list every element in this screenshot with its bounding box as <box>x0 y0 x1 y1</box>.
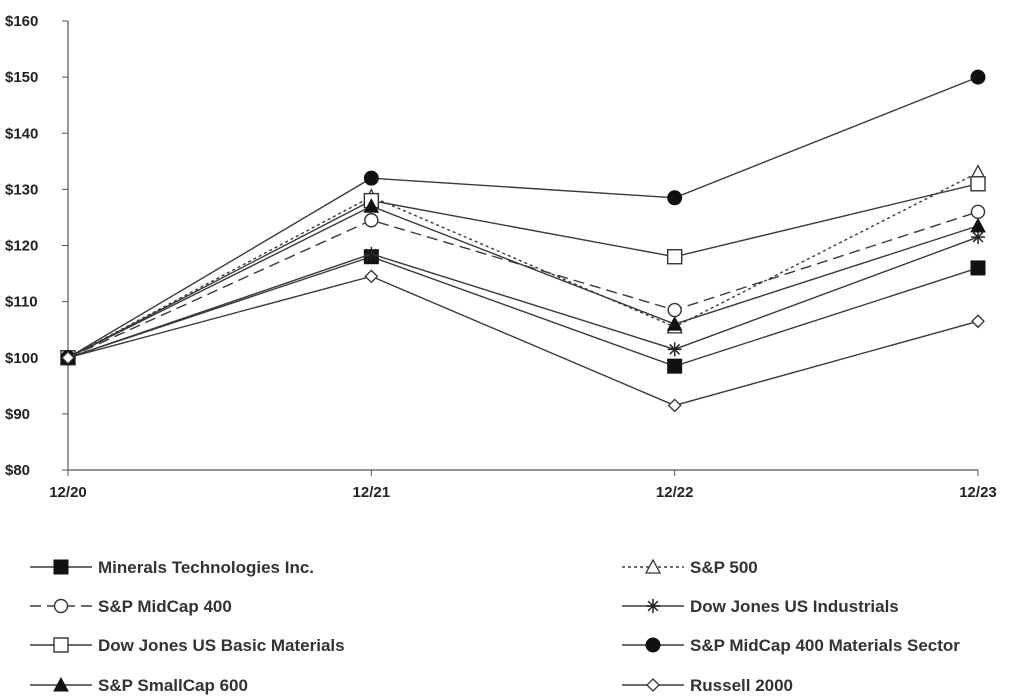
data-point-sandp-smallcap-600 <box>666 316 683 331</box>
series-sandp-midcap-400-materials-sector <box>60 69 986 366</box>
legend-label: S&P MidCap 400 Materials Sector <box>690 636 960 655</box>
legend-label: S&P 500 <box>690 558 758 577</box>
y-tick-label: $120 <box>5 238 38 255</box>
data-point-russell-2000 <box>971 314 985 329</box>
data-point-dow-jones-us-industrials <box>364 246 379 261</box>
x-tick-label: 12/22 <box>656 484 694 501</box>
legend-label: S&P MidCap 400 <box>98 597 232 616</box>
legend-marker <box>644 558 662 574</box>
x-tick-label: 12/21 <box>353 484 391 501</box>
data-point-dow-jones-us-industrials <box>667 342 682 357</box>
y-tick-label: $110 <box>5 294 38 311</box>
data-point-minerals-technologies-inc <box>667 358 683 374</box>
y-tick-label: $100 <box>5 350 38 367</box>
x-tick-label: 12/23 <box>959 484 997 501</box>
y-tick-label: $90 <box>5 406 30 423</box>
chart-axes: $80 $90 $100 $110 $120 $130 $140 $150 $160 12/20 1… <box>5 13 997 501</box>
legend-item-minerals-technologies-inc: Minerals Technologies Inc. <box>30 558 314 577</box>
series-line-sandp-midcap-400-materials-sector <box>67 76 979 359</box>
data-point-sandp-midcap-400 <box>667 302 682 318</box>
data-point-russell-2000 <box>61 350 75 365</box>
series-line-dow-jones-us-basic-materials <box>67 183 979 359</box>
legend-label: Russell 2000 <box>690 676 793 695</box>
legend-item-sandp-midcap-400: S&P MidCap 400 <box>30 597 232 616</box>
data-point-russell-2000 <box>667 398 682 413</box>
series-sandp-smallcap-600 <box>60 198 986 365</box>
data-point-sandp-smallcap-600 <box>363 198 380 213</box>
series-russell-2000 <box>61 269 985 413</box>
series-dow-jones-us-basic-materials <box>60 176 986 366</box>
legend-label: Dow Jones US Industrials <box>690 597 899 616</box>
legend-marker <box>645 637 661 653</box>
legend-item-russell-2000: Russell 2000 <box>622 676 793 695</box>
series-line-minerals-technologies-inc <box>67 255 979 367</box>
data-point-dow-jones-us-basic-materials <box>970 176 986 192</box>
legend-label: S&P SmallCap 600 <box>98 676 248 695</box>
data-point-russell-2000 <box>364 269 379 284</box>
legend-marker <box>646 599 660 613</box>
legend-marker <box>53 676 69 692</box>
data-point-sandp-smallcap-600 <box>970 217 986 233</box>
data-point-dow-jones-us-industrials <box>971 230 985 245</box>
series-line-dow-jones-us-industrials <box>67 236 979 359</box>
data-point-sandp-midcap-400 <box>364 213 379 228</box>
y-tick-label: $130 <box>5 181 38 198</box>
legend-marker <box>646 678 660 692</box>
y-tick-label: $160 <box>5 13 38 30</box>
series-line-sandp-midcap-400 <box>67 211 979 359</box>
y-tick-label: $150 <box>5 69 38 86</box>
data-point-sandp-midcap-400-materials-sector <box>970 69 986 85</box>
data-point-minerals-technologies-inc <box>970 260 986 276</box>
series-line-sandp-smallcap-600 <box>67 205 979 359</box>
series-layer <box>59 69 987 413</box>
data-point-dow-jones-us-basic-materials <box>666 249 683 265</box>
data-point-sandp-midcap-400 <box>970 204 986 220</box>
legend-label: Dow Jones US Basic Materials <box>98 636 345 655</box>
legend-marker <box>53 559 69 575</box>
legend-marker <box>53 637 69 653</box>
legend-item-sandp-smallcap-600: S&P SmallCap 600 <box>30 676 248 695</box>
data-point-sandp-midcap-400-materials-sector <box>363 170 379 186</box>
series-line-russell-2000 <box>67 275 979 407</box>
legend-marker <box>53 598 69 614</box>
data-point-sandp-midcap-400-materials-sector <box>667 190 683 206</box>
legend-item-dow-jones-us-basic-materials: Dow Jones US Basic Materials <box>30 636 345 655</box>
x-tick-label: 12/20 <box>49 484 87 501</box>
legend-item-sandp-500: S&P 500 <box>622 558 758 577</box>
y-tick-label: $80 <box>5 462 30 479</box>
legend-item-dow-jones-us-industrials: Dow Jones US Industrials <box>622 597 899 616</box>
legend-item-sandp-midcap-400-materials-sector: S&P MidCap 400 Materials Sector <box>622 636 960 655</box>
legend: Minerals Technologies Inc. S&P 500 S&P Mid… <box>30 558 960 695</box>
y-tick-label: $140 <box>5 125 38 142</box>
legend-label: Minerals Technologies Inc. <box>98 558 314 577</box>
